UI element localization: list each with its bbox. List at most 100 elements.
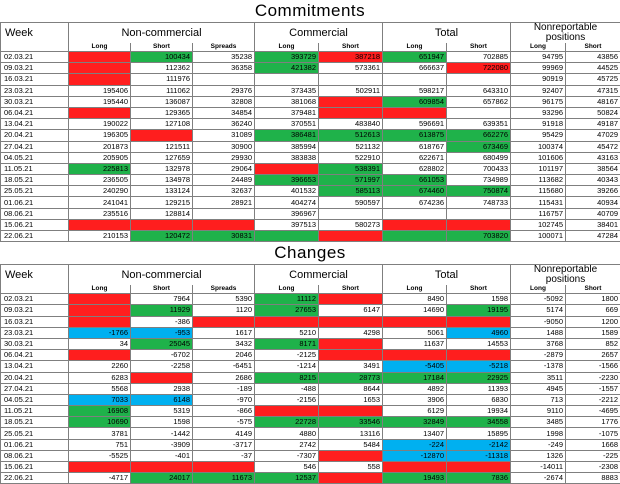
value-cell: 29064: [193, 163, 255, 174]
value-cell: 47029: [566, 130, 620, 141]
value-cell: [319, 231, 383, 242]
week-cell: 04.05.21: [1, 152, 69, 163]
value-cell: 4960: [447, 327, 511, 338]
value-cell: 6148: [131, 394, 193, 405]
value-cell: 2742: [255, 439, 319, 450]
value-cell: 34: [69, 338, 131, 349]
week-cell: 18.05.21: [1, 417, 69, 428]
week-cell: 13.04.21: [1, 119, 69, 130]
value-cell: [69, 462, 131, 473]
value-cell: 11929: [131, 305, 193, 316]
value-cell: 401532: [255, 186, 319, 197]
value-cell: -488: [255, 383, 319, 394]
value-cell: -1075: [566, 428, 620, 439]
value-cell: 36358: [193, 63, 255, 74]
value-cell: 29930: [193, 152, 255, 163]
value-cell: 40343: [566, 175, 620, 186]
value-cell: [383, 208, 447, 219]
value-cell: -866: [193, 406, 255, 417]
value-cell: 24017: [131, 473, 193, 484]
value-cell: 43856: [566, 52, 620, 63]
value-cell: 132978: [131, 163, 193, 174]
value-cell: 546: [255, 462, 319, 473]
value-cell: [193, 219, 255, 230]
value-cell: 100434: [131, 52, 193, 63]
value-cell: -37: [193, 450, 255, 461]
value-cell: 133124: [131, 186, 193, 197]
value-cell: 538391: [319, 163, 383, 174]
value-cell: -1557: [566, 383, 620, 394]
value-cell: 396967: [255, 208, 319, 219]
week-header: Week: [1, 23, 69, 44]
week-subheader-blank: [1, 43, 69, 52]
value-cell: [255, 316, 319, 327]
value-cell: [319, 96, 383, 107]
value-cell: [69, 294, 131, 305]
value-cell: 1200: [566, 316, 620, 327]
group-header-nonreportable: Nonreportable positions: [511, 23, 620, 44]
value-cell: -1214: [255, 361, 319, 372]
value-cell: -1766: [69, 327, 131, 338]
value-cell: 2938: [131, 383, 193, 394]
value-cell: 28921: [193, 197, 255, 208]
value-cell: 585113: [319, 186, 383, 197]
value-cell: -2212: [566, 394, 620, 405]
value-cell: 571997: [319, 175, 383, 186]
value-cell: [319, 316, 383, 327]
value-cell: -2308: [566, 462, 620, 473]
week-cell: 25.05.21: [1, 186, 69, 197]
value-cell: 32637: [193, 186, 255, 197]
value-cell: [319, 406, 383, 417]
week-cell: 23.03.21: [1, 327, 69, 338]
value-cell: 2686: [193, 372, 255, 383]
subheader: Short: [566, 285, 620, 294]
value-cell: -575: [193, 417, 255, 428]
value-cell: 34854: [193, 107, 255, 118]
value-cell: -5525: [69, 450, 131, 461]
value-cell: 669: [566, 305, 620, 316]
value-cell: 28773: [319, 372, 383, 383]
value-cell: [255, 163, 319, 174]
value-cell: [319, 208, 383, 219]
value-cell: 8215: [255, 372, 319, 383]
value-cell: -1442: [131, 428, 193, 439]
value-cell: 19493: [383, 473, 447, 484]
value-cell: [69, 74, 131, 85]
value-cell: 19195: [447, 305, 511, 316]
group-header-nonreportable: Nonreportable positions: [511, 265, 620, 286]
value-cell: 751: [69, 439, 131, 450]
value-cell: 115431: [511, 197, 566, 208]
value-cell: 93296: [511, 107, 566, 118]
changes-title: Changes: [0, 242, 620, 264]
value-cell: 3906: [383, 394, 447, 405]
value-cell: 748733: [447, 197, 511, 208]
value-cell: 674460: [383, 186, 447, 197]
value-cell: 404274: [255, 197, 319, 208]
value-cell: 121511: [131, 141, 193, 152]
value-cell: 35238: [193, 52, 255, 63]
value-cell: -1378: [511, 361, 566, 372]
value-cell: 734989: [447, 175, 511, 186]
week-cell: 02.03.21: [1, 294, 69, 305]
value-cell: 100374: [511, 141, 566, 152]
value-cell: 47315: [566, 85, 620, 96]
week-cell: 11.05.21: [1, 163, 69, 174]
subheader: Short: [319, 285, 383, 294]
group-header-commercial: Commercial: [255, 23, 383, 44]
value-cell: 379481: [255, 107, 319, 118]
value-cell: 240290: [69, 186, 131, 197]
value-cell: 643310: [447, 85, 511, 96]
value-cell: 4892: [383, 383, 447, 394]
value-cell: 673469: [447, 141, 511, 152]
value-cell: 2046: [193, 350, 255, 361]
